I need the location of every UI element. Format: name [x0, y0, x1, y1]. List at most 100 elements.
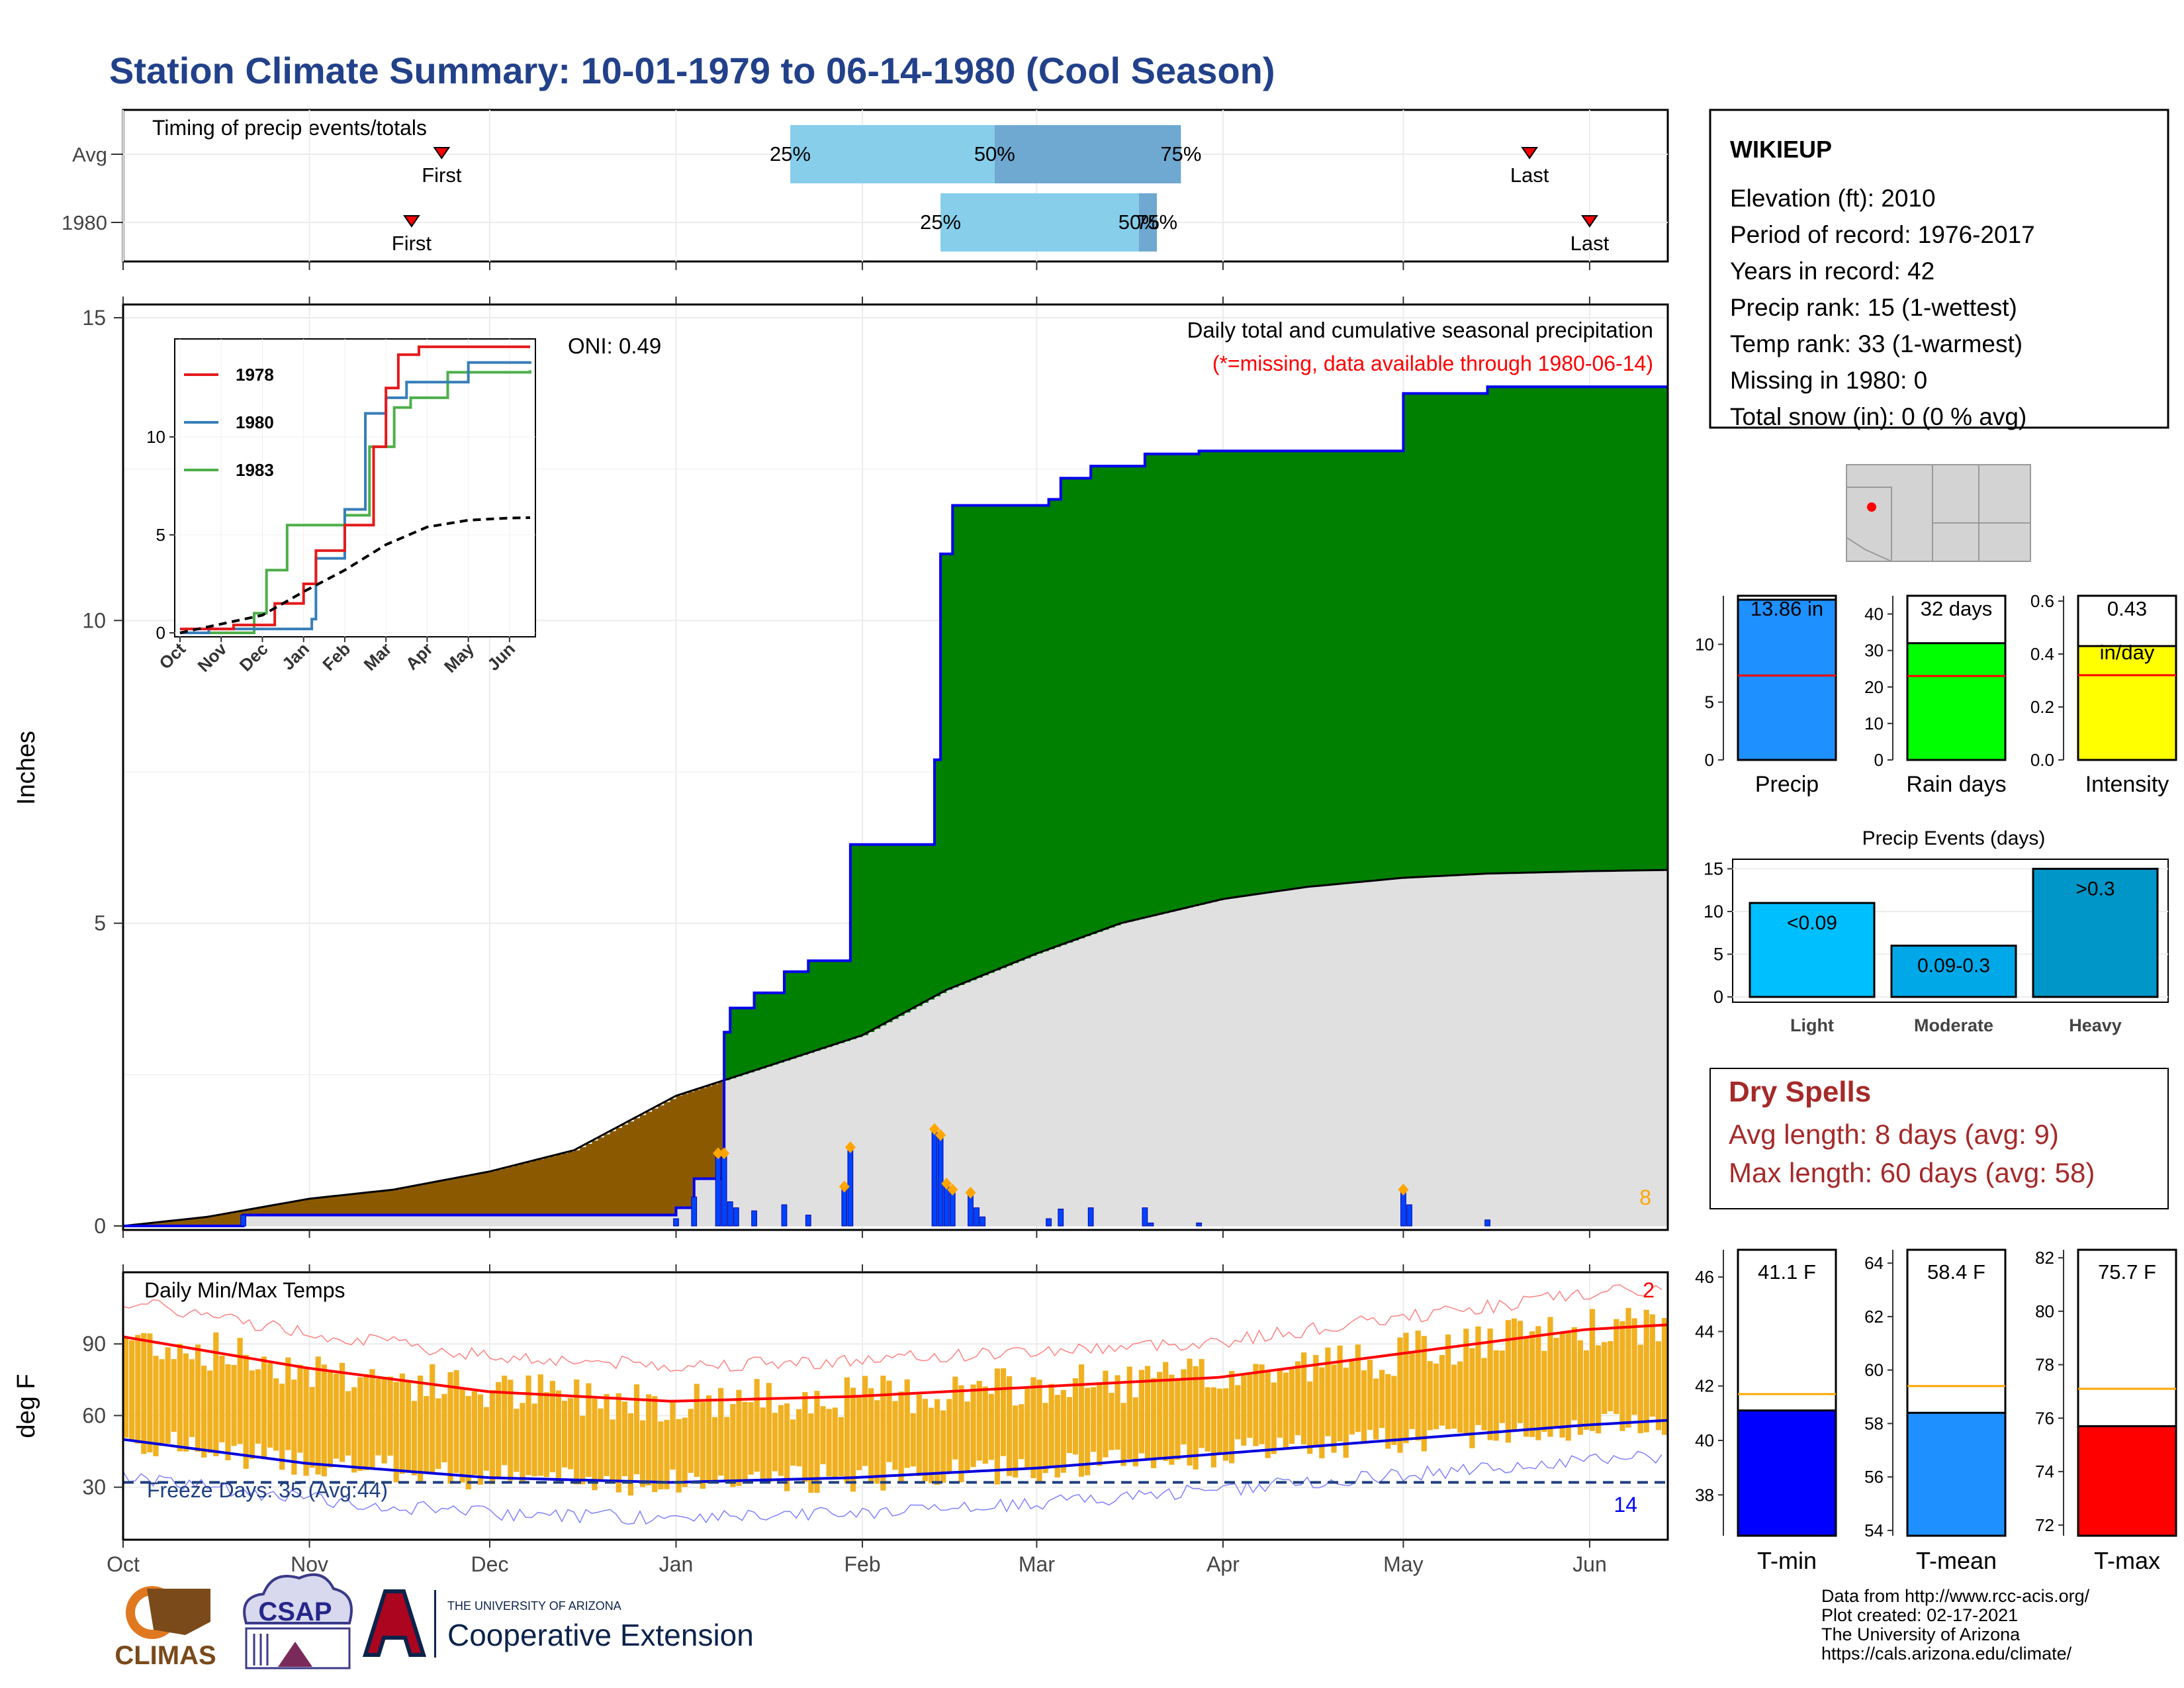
daily-temp-bar — [1163, 1362, 1169, 1462]
daily-temp-bar — [1649, 1314, 1655, 1417]
daily-temp-bar — [934, 1399, 940, 1485]
temp-summary-label: T-min — [1757, 1547, 1817, 1574]
daily-temp-bar — [748, 1402, 754, 1475]
daily-temp-bar — [718, 1387, 724, 1476]
main-y-tick: 5 — [94, 912, 106, 935]
daily-temp-bar — [604, 1393, 610, 1476]
daily-temp-bar — [1205, 1387, 1210, 1452]
daily-temp-bar — [315, 1356, 321, 1475]
daily-temp-bar — [1614, 1319, 1619, 1415]
temp-summary-value — [2077, 1425, 2177, 1537]
daily-temp-bar — [784, 1403, 790, 1491]
daily-temp-bar — [465, 1395, 471, 1489]
mini-bar-value — [1906, 642, 2007, 761]
daily-temp-bar — [345, 1391, 351, 1456]
daily-temp-bar — [1066, 1397, 1073, 1453]
daily-temp-bar — [1433, 1363, 1439, 1430]
temp-summary-tick: 40 — [1695, 1430, 1714, 1450]
daily-temp-bar — [670, 1399, 676, 1470]
daily-temp-bar — [1301, 1352, 1307, 1445]
daily-temp-bar — [1247, 1374, 1253, 1438]
daily-temp-bar — [1222, 1388, 1229, 1461]
daily-temp-bar — [1391, 1376, 1397, 1445]
daily-temp-bar — [1535, 1326, 1541, 1440]
daily-temp-bar — [994, 1368, 1001, 1485]
daily-temp-bar — [1259, 1364, 1265, 1444]
daily-temp-bar — [1265, 1370, 1271, 1458]
temp-summary-t-min: 38 40 42 44 46 41.1 F T-min — [1695, 1248, 1837, 1574]
daily-temp-bar — [910, 1413, 916, 1467]
daily-precip-bar — [721, 1152, 727, 1227]
daily-temp-bar — [1042, 1403, 1048, 1474]
daily-temp-bar — [1295, 1361, 1301, 1436]
daily-temp-bar — [940, 1410, 946, 1483]
daily-temp-bar — [1445, 1335, 1451, 1430]
daily-temp-bar — [1643, 1309, 1649, 1432]
daily-temp-bar — [520, 1403, 525, 1483]
timing-last-marker — [1521, 147, 1539, 160]
temp-count-low: 14 — [1614, 1493, 1637, 1517]
daily-temp-bar — [249, 1370, 255, 1460]
daily-precip-bar — [1058, 1208, 1064, 1227]
timing-last-label: Last — [1570, 232, 1610, 255]
inset-series-1978 — [180, 345, 530, 631]
mini-bar-precip: 0 5 10 13.86 in Precip — [1695, 594, 1837, 797]
daily-temp-bar — [790, 1419, 796, 1466]
daily-temp-bar — [820, 1406, 826, 1464]
station-info-line: Period of record: 1976-2017 — [1730, 221, 2035, 248]
daily-temp-bar — [1361, 1370, 1367, 1442]
daily-temp-bar — [471, 1391, 477, 1475]
daily-temp-bar — [1349, 1361, 1355, 1434]
month-tick-label: Jun — [1572, 1552, 1607, 1576]
inset-average-line — [179, 516, 531, 634]
daily-precip-marker — [929, 1123, 940, 1135]
daily-temp-bar — [904, 1379, 910, 1468]
daily-temp-bar — [808, 1413, 814, 1493]
precip-event-bar — [1749, 902, 1876, 998]
daily-temp-bar — [333, 1373, 340, 1459]
daily-temp-bar — [796, 1409, 802, 1467]
daily-temp-bar — [418, 1376, 424, 1482]
daily-temp-bar — [1199, 1359, 1205, 1448]
csap-wordmark: CSAP — [258, 1597, 332, 1626]
daily-temp-bar — [1109, 1393, 1115, 1450]
daily-temp-bar — [730, 1404, 736, 1487]
daily-temp-bar — [1439, 1355, 1445, 1426]
daily-temp-bar — [285, 1357, 291, 1450]
station-info-line: Years in record: 42 — [1730, 258, 1934, 285]
daily-temp-bar — [1505, 1320, 1511, 1443]
temp-y-tick: 60 — [82, 1403, 106, 1427]
events-y-tick: 5 — [1713, 944, 1723, 964]
mini-bar-label: Intensity — [2085, 772, 2169, 797]
daily-temp-bar — [1571, 1327, 1577, 1421]
month-tick-label: Dec — [471, 1552, 509, 1576]
daily-temp-bar — [387, 1376, 393, 1456]
daily-temp-bar — [393, 1382, 399, 1483]
daily-temp-bar — [1355, 1344, 1361, 1432]
temp-y-tick: 30 — [82, 1476, 106, 1499]
daily-temp-bar — [1144, 1366, 1151, 1460]
daily-temp-bar — [1030, 1377, 1036, 1478]
inset-legend-label: 1978 — [236, 365, 274, 385]
deficit-area — [129, 1082, 725, 1226]
daily-precip-bar — [673, 1218, 679, 1227]
mini-bar-tick: 40 — [1864, 604, 1884, 624]
daily-temp-bar — [561, 1401, 568, 1468]
daily-temp-bar — [676, 1419, 682, 1493]
daily-temp-bar — [1175, 1380, 1181, 1460]
credit-line: Data from http://www.rcc-acis.org/ — [1821, 1586, 2090, 1606]
inset-series-1980 — [180, 361, 531, 634]
daily-temp-bar — [327, 1371, 333, 1468]
daily-temp-bar — [183, 1353, 189, 1452]
precip-event-category: Moderate — [1914, 1015, 1993, 1035]
daily-precip-bar — [781, 1204, 788, 1227]
daily-temp-bar — [1589, 1309, 1596, 1431]
precip-event-category: Light — [1790, 1015, 1834, 1035]
daily-temp-bar — [525, 1376, 531, 1476]
daily-temp-bar — [459, 1388, 465, 1483]
daily-temp-bar — [375, 1378, 381, 1456]
daily-temp-bar — [207, 1370, 213, 1453]
station-location-dot — [1867, 502, 1876, 512]
mini-bar-tick: 20 — [1864, 677, 1884, 697]
temp-summary-tick: 80 — [2035, 1301, 2054, 1321]
